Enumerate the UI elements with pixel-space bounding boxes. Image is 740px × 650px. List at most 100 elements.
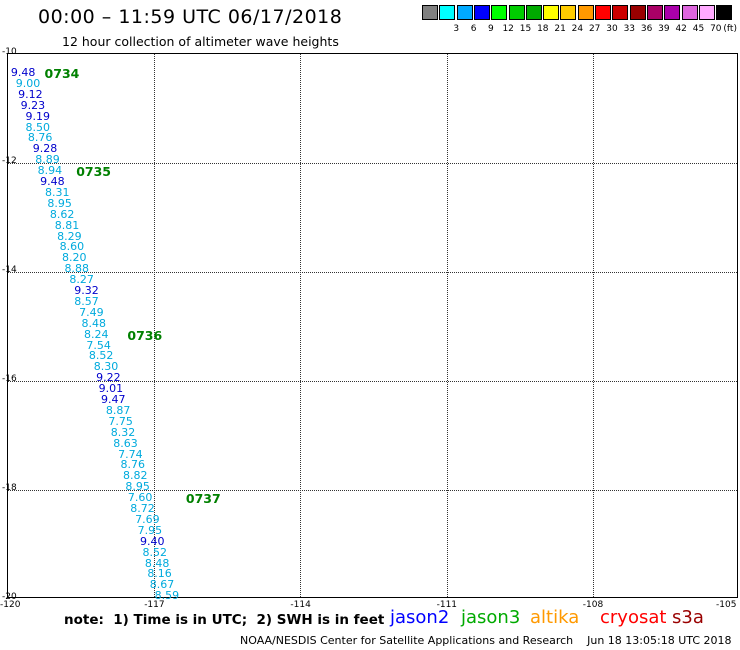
legend-tick-label: 45 <box>692 24 705 34</box>
latitude-label: -10 <box>2 47 17 57</box>
legend-tick-label: 18 <box>537 24 549 34</box>
satellite-key-jason2: jason2 <box>390 607 450 628</box>
legend-swatch <box>422 5 438 20</box>
wave-height-observation: 8.52 <box>142 545 167 559</box>
latitude-label: -14 <box>2 265 17 275</box>
credit-line: NOAA/NESDIS Center for Satellite Applica… <box>240 634 732 647</box>
wave-height-observation: 8.76 <box>27 131 53 145</box>
legend-tick-label: 70 <box>710 24 722 34</box>
wave-height-observation: 9.48 <box>10 66 36 80</box>
legend-tick-label: 15 <box>519 24 532 34</box>
wave-height-observation: 9.23 <box>20 98 46 112</box>
wave-height-observation: 9.01 <box>98 382 124 396</box>
wave-height-observation: 8.52 <box>88 349 114 363</box>
legend-swatch <box>595 5 611 20</box>
wave-height-observation: 8.88 <box>64 262 89 276</box>
legend-swatch <box>560 5 577 20</box>
wave-height-observation: 8.57 <box>74 294 99 308</box>
longitude-grid-line <box>154 54 156 597</box>
latitude-grid-line <box>8 163 737 164</box>
longitude-grid-line <box>446 54 448 597</box>
legend-tick-label: 3 <box>453 24 460 34</box>
wave-height-observation: 7.75 <box>108 414 133 428</box>
satellite-key-s3a: s3a <box>672 607 704 628</box>
legend-tick-label: 27 <box>588 24 601 34</box>
longitude-grid-line <box>592 54 594 597</box>
wave-height-observation: 8.82 <box>122 469 148 483</box>
wave-height-observation: 8.89 <box>35 153 60 167</box>
wave-height-observation: 8.48 <box>144 556 170 570</box>
footer-note: note: 1) Time is in UTC; 2) SWH is in fe… <box>64 612 385 628</box>
legend-tick-label: 12 <box>502 24 514 34</box>
longitude-grid-line <box>300 54 302 597</box>
page-subtitle: 12 hour collection of altimeter wave hei… <box>62 34 339 49</box>
wave-height-observation: 9.40 <box>140 534 165 548</box>
wave-height-observation: 8.59 <box>154 589 180 603</box>
wave-height-observation: 8.29 <box>57 229 82 243</box>
wave-height-observation: 8.24 <box>83 327 109 341</box>
latitude-grid-line <box>8 272 737 273</box>
legend-swatch <box>456 5 473 20</box>
wave-height-observation: 8.95 <box>47 196 72 210</box>
wave-height-observation: 8.16 <box>147 567 172 581</box>
wave-height-observation: 8.20 <box>62 251 87 265</box>
latitude-label: -12 <box>2 156 17 166</box>
map-plot-area: 9.48 9.00 9.12 9.23 9.19 8.50 8.76 9.28 8.89 8.94… <box>7 53 738 603</box>
legend-tick-label: 21 <box>554 24 566 34</box>
wave-height-observation: 8.27 <box>69 273 94 287</box>
wave-height-observation: 8.76 <box>120 458 146 472</box>
legend-swatch <box>681 5 698 20</box>
longitude-label: -108 <box>582 600 604 610</box>
wave-height-observation: 9.19 <box>25 109 50 123</box>
wave-height-observation: 7.69 <box>135 512 160 526</box>
legend-swatch <box>525 5 542 20</box>
legend-tick-label: 30 <box>606 24 618 34</box>
legend-tick-label: 24 <box>571 24 584 34</box>
latitude-label: -16 <box>2 374 17 384</box>
wave-height-observation: 8.72 <box>130 502 155 516</box>
pass-time-label: 0734 <box>44 66 80 82</box>
wave-height-observation: 9.28 <box>32 142 58 156</box>
wave-height-observation: 8.81 <box>54 218 80 232</box>
wave-height-observation: 8.94 <box>37 164 63 178</box>
wave-height-observation: 9.47 <box>101 393 126 407</box>
wave-height-observation: 8.48 <box>81 316 107 330</box>
wave-height-observation: 8.63 <box>113 436 138 450</box>
legend-swatch <box>491 5 508 20</box>
satellite-key-cryosat: cryosat <box>600 607 667 628</box>
wave-height-observation: 8.50 <box>25 120 50 134</box>
legend-tick-label: 36 <box>640 24 653 34</box>
wave-height-observation: 8.60 <box>59 240 85 254</box>
longitude-label: -105 <box>716 600 737 610</box>
legend-swatch <box>439 5 456 20</box>
legend-swatch <box>473 5 490 20</box>
wave-height-observation: 7.60 <box>127 491 153 505</box>
wave-height-observation: 7.95 <box>137 523 163 537</box>
pass-time-label: 0737 <box>185 491 221 507</box>
wave-height-observation: 7.54 <box>86 338 111 352</box>
legend-tick-label: 6 <box>470 24 477 34</box>
legend-swatch <box>646 5 663 20</box>
latitude-grid-line <box>8 490 737 491</box>
wave-height-observation: 9.12 <box>18 87 43 101</box>
legend-swatch <box>577 5 594 20</box>
legend-swatch <box>716 5 733 20</box>
wave-height-observation: 9.22 <box>96 371 121 385</box>
legend-unit-label: (ft) <box>723 24 737 34</box>
wave-height-observation: 8.67 <box>149 578 175 592</box>
wave-height-observation: 8.95 <box>125 480 150 494</box>
longitude-label: -120 <box>0 600 21 610</box>
legend-swatch <box>664 5 681 20</box>
longitude-label: -111 <box>436 600 458 610</box>
satellite-key-altika: altika <box>530 607 580 628</box>
wave-height-observation: 8.32 <box>110 425 136 439</box>
latitude-label: -20 <box>2 592 17 602</box>
legend-swatch <box>508 5 525 20</box>
legend-tick-label: 42 <box>675 24 687 34</box>
longitude-label: -117 <box>144 600 165 610</box>
legend-swatch <box>629 5 646 20</box>
wave-height-observation: 9.48 <box>40 175 65 189</box>
wave-height-observation: 9.00 <box>15 76 41 90</box>
longitude-label: -114 <box>290 600 311 610</box>
